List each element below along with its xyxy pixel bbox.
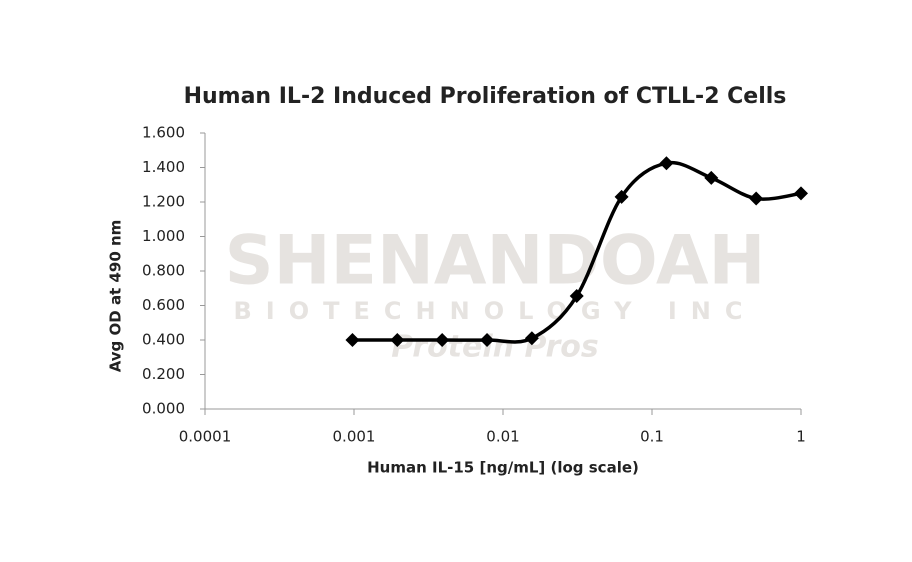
watermark: BIOTECHNOLOGY INC: [234, 297, 757, 325]
x-axis-title: Human IL-15 [ng/mL] (log scale): [367, 459, 639, 477]
data-point: [794, 186, 808, 201]
y-tick-label: 0.200: [142, 365, 185, 383]
y-tick-label: 0.000: [142, 400, 185, 418]
y-tick-label: 1.600: [142, 124, 185, 142]
y-tick-label: 1.000: [142, 227, 185, 245]
x-tick-label: 0.1: [640, 428, 664, 446]
watermark: Protein Pros: [391, 330, 599, 365]
x-tick-label: 0.001: [333, 428, 376, 446]
y-tick-label: 0.600: [142, 296, 185, 314]
data-point: [659, 156, 674, 171]
y-tick-label: 1.200: [142, 193, 185, 211]
data-point: [614, 189, 629, 204]
y-tick-label: 1.400: [142, 158, 185, 176]
chart-title: Human IL-2 Induced Proliferation of CTLL…: [184, 84, 787, 109]
y-axis-title: Avg OD at 490 nm: [107, 220, 125, 373]
watermark: SHENANDOAH: [225, 222, 766, 301]
data-point: [749, 191, 764, 206]
x-tick-label: 0.0001: [179, 428, 232, 446]
x-tick-label: 0.01: [486, 428, 519, 446]
data-point: [524, 331, 539, 346]
x-tick-label: 1: [796, 428, 806, 446]
data-point: [345, 333, 360, 347]
data-point: [480, 333, 495, 347]
y-tick-label: 0.800: [142, 262, 185, 280]
data-point: [704, 170, 719, 185]
data-point: [569, 289, 584, 304]
y-tick-label: 0.400: [142, 331, 185, 349]
data-point: [390, 333, 405, 347]
data-point: [435, 333, 450, 347]
